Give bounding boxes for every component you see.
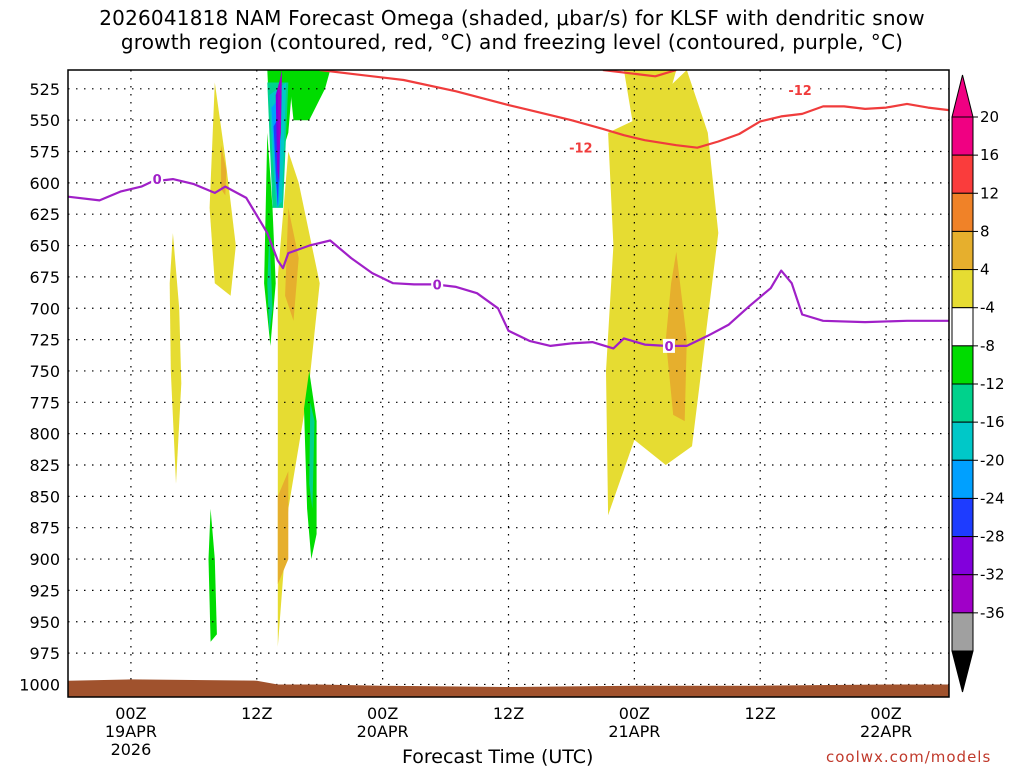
title-line-1: 2026041818 NAM Forecast Omega (shaded, μ… <box>99 6 925 30</box>
colorbar-bin <box>951 612 974 652</box>
colorbar-bin <box>951 230 974 271</box>
contour-label-bg <box>662 338 675 353</box>
contour-label-bg <box>431 277 444 292</box>
omega-region <box>309 402 315 509</box>
y-tick-label: 775 <box>29 393 60 412</box>
colorbar-arrow-top <box>951 74 974 118</box>
y-tick-label: 1000 <box>19 675 60 694</box>
contour-lines: -12 -12 0 0 0 <box>68 70 949 355</box>
x-axis-label: Forecast Time (UTC) <box>402 746 594 768</box>
y-tick-label: 800 <box>29 425 60 444</box>
credit-link[interactable]: coolwx.com/models <box>826 748 992 766</box>
contour-label: 0 <box>664 340 673 355</box>
title-line-2: growth region (contoured, red, °C) and f… <box>120 30 904 54</box>
omega-region <box>288 70 331 121</box>
y-tick-label: 600 <box>29 174 60 193</box>
contour-label-bg <box>151 172 164 187</box>
colorbar-label: -32 <box>980 566 1005 584</box>
x-tick-year: 2026 <box>111 740 152 759</box>
omega-region <box>208 508 217 642</box>
colorbar-label: -8 <box>980 337 995 355</box>
y-tick-label: 875 <box>29 519 60 538</box>
colorbar-bin <box>951 307 974 347</box>
omega-region <box>221 145 227 196</box>
contour-line <box>319 70 949 149</box>
colorbar-bin <box>951 497 974 538</box>
y-tick-label: 950 <box>29 613 60 632</box>
x-tick-label: 00Z <box>870 704 901 723</box>
colorbar-bin <box>951 536 974 576</box>
colorbar-label: 20 <box>980 108 999 126</box>
y-tick-label: 750 <box>29 362 60 381</box>
colorbar-label: -24 <box>980 489 1005 507</box>
y-tick-label: 700 <box>29 299 60 318</box>
x-tick-date: 21APR <box>608 722 660 741</box>
plot-frame <box>67 69 950 698</box>
colorbar-label: -20 <box>980 451 1005 469</box>
y-tick-label: 925 <box>29 581 60 600</box>
colorbar-bin <box>951 383 974 423</box>
colorbar-label: -4 <box>980 299 995 317</box>
colorbar-label: 8 <box>980 222 990 240</box>
x-tick-label: 12Z <box>241 704 272 723</box>
x-tick-label: 00Z <box>367 704 398 723</box>
y-tick-label: 525 <box>29 80 60 99</box>
omega-region <box>606 70 719 516</box>
y-axis: 525 550 575 600 625 650 675 700 725 750 775 800 825 8… <box>19 80 60 695</box>
colorbar-bin <box>951 269 974 309</box>
contour-line <box>68 178 949 350</box>
colorbar-label: -28 <box>980 528 1005 546</box>
contour-label: 0 <box>433 278 442 293</box>
colorbar-bin <box>951 459 974 499</box>
x-tick-date: 22APR <box>860 722 912 741</box>
colorbar-label: -36 <box>980 604 1005 622</box>
x-tick-label: 00Z <box>115 704 146 723</box>
colorbar-label: 12 <box>980 184 999 202</box>
grid-lines <box>67 70 950 697</box>
y-tick-label: 575 <box>29 143 60 162</box>
x-tick-label: 12Z <box>493 704 524 723</box>
y-tick-label: 975 <box>29 644 60 663</box>
y-tick-label: 675 <box>29 268 60 287</box>
contour-line <box>602 70 677 78</box>
x-tick-label: 12Z <box>745 704 776 723</box>
omega-region <box>665 251 687 422</box>
colorbar-bin <box>951 116 974 156</box>
colorbar-bin <box>951 345 974 385</box>
colorbar-label: -16 <box>980 413 1005 431</box>
ground-fill <box>68 679 949 697</box>
y-tick-label: 725 <box>29 331 60 350</box>
chart-title: 2026041818 NAM Forecast Omega (shaded, μ… <box>0 6 1024 54</box>
contour-label: 0 <box>153 173 162 188</box>
colorbar-bin <box>951 421 974 461</box>
contour-label-bg <box>786 83 815 98</box>
colorbar-bin <box>951 154 974 194</box>
colorbar-label: -12 <box>980 375 1005 393</box>
contour-label: -12 <box>569 142 593 157</box>
y-tick-label: 650 <box>29 237 60 256</box>
colorbar: 20 16 12 8 4 -4 -8 -12 -16 -20 -24 -28 -32 -36 <box>951 74 1005 693</box>
colorbar-arrow-bottom <box>951 650 974 693</box>
y-tick-label: 550 <box>29 111 60 130</box>
colorbar-bin <box>951 192 974 232</box>
omega-region <box>277 471 289 585</box>
x-tick-date: 19APR <box>105 722 157 741</box>
ground-layer <box>68 679 949 697</box>
y-tick-label: 625 <box>29 205 60 224</box>
omega-region <box>285 207 299 321</box>
omega-region <box>169 233 182 484</box>
y-tick-label: 900 <box>29 550 60 569</box>
y-tick-label: 825 <box>29 456 60 475</box>
contour-label-bg <box>566 140 595 155</box>
x-tick-label: 00Z <box>619 704 650 723</box>
x-tick-date: 20APR <box>357 722 409 741</box>
colorbar-label: 4 <box>980 261 990 279</box>
colorbar-label: 16 <box>980 146 999 164</box>
contour-label: -12 <box>788 84 812 99</box>
omega-region <box>277 70 282 152</box>
y-tick-label: 850 <box>29 487 60 506</box>
colorbar-bin <box>951 574 974 614</box>
